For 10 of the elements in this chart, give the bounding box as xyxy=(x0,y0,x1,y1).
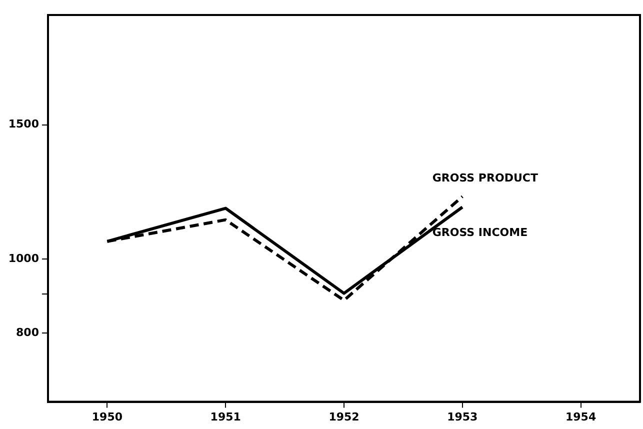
x-tick-label: 1952 xyxy=(328,410,360,424)
text: GROSS PRODUCT xyxy=(432,171,538,184)
x-tick-label: 1951 xyxy=(210,410,241,424)
series-label: GROSS INCOME xyxy=(432,226,528,239)
x-tick-label: 1953 xyxy=(447,410,478,424)
y-tick-label: 1000 xyxy=(8,252,40,265)
y-tick-label: 1500 xyxy=(8,118,40,131)
x-tick-label: 1950 xyxy=(92,410,123,424)
x-tick-label: 1954 xyxy=(565,410,596,424)
y-tick-label: 800 xyxy=(16,326,40,339)
